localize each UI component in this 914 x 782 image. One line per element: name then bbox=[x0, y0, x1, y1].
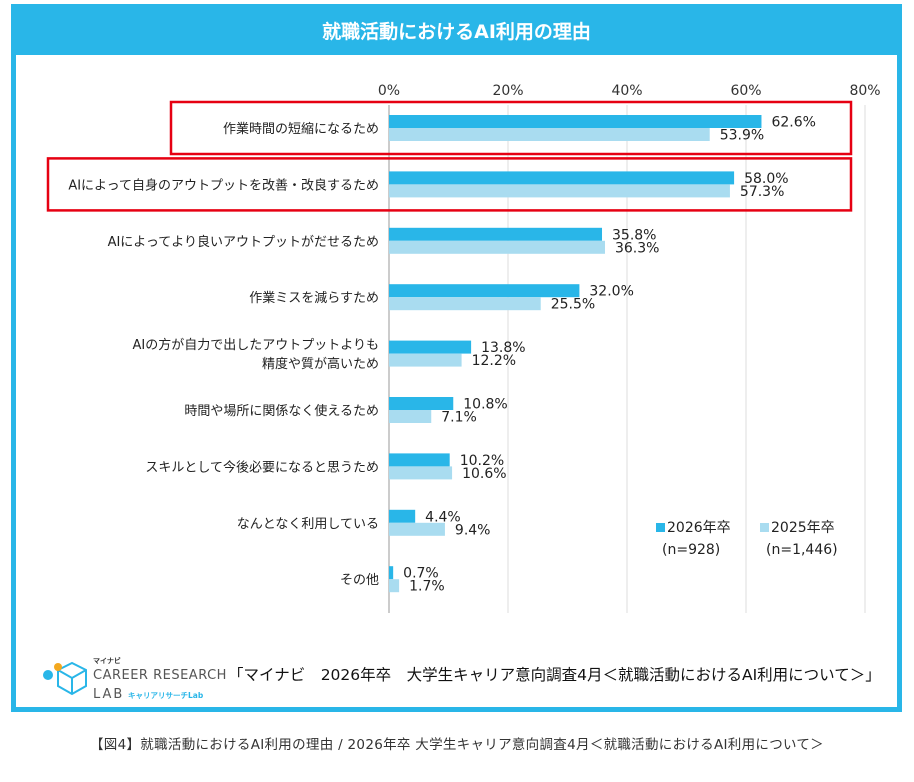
category-label: その他 bbox=[340, 573, 379, 588]
bar bbox=[389, 184, 730, 198]
data-label: 58.0% bbox=[744, 171, 788, 187]
x-tick-label: 60% bbox=[730, 83, 761, 99]
bar bbox=[389, 240, 605, 254]
legend-label: 2025年卒 bbox=[771, 520, 835, 536]
bar bbox=[389, 297, 541, 311]
category-label: スキルとして今後必要になると思うため bbox=[145, 459, 379, 475]
bar bbox=[389, 579, 400, 593]
data-label: 25.5% bbox=[551, 297, 595, 313]
bar-chart: 0% 20% 40% 60% 80% 作業時間の短縮になるため 62.6% 53.9% AIによ… bbox=[46, 83, 881, 613]
data-label: 10.2% bbox=[460, 453, 504, 469]
figure-caption: 【図4】就職活動におけるAI利用の理由 / 2026年卒 大学生キャリア意向調査… bbox=[90, 737, 824, 753]
legend-swatch bbox=[656, 523, 665, 532]
bar bbox=[389, 227, 603, 241]
legend-swatch bbox=[760, 523, 769, 532]
category-label: 時間や場所に関係なく使えるため bbox=[184, 403, 379, 419]
data-label: 1.7% bbox=[409, 579, 445, 595]
data-label: 4.4% bbox=[425, 509, 461, 525]
data-label: 10.8% bbox=[463, 397, 507, 413]
x-tick-label: 0% bbox=[378, 83, 400, 99]
chart-frame: 就職活動におけるAI利用の理由 0% 20% 40% 60% 80% 作業時間の短縮になる… bbox=[11, 4, 902, 712]
legend-sample: (n=1,446) bbox=[766, 542, 838, 558]
category-label: 精度や質が高いため bbox=[262, 356, 379, 372]
bar bbox=[389, 128, 710, 141]
data-label: 7.1% bbox=[441, 410, 477, 426]
legend-label: 2026年卒 bbox=[667, 520, 731, 536]
data-label: 10.6% bbox=[462, 466, 506, 482]
x-tick-label: 20% bbox=[492, 83, 523, 99]
category-label: AIによってより良いアウトプットがだせるため bbox=[108, 234, 379, 250]
bar bbox=[389, 353, 462, 367]
bar bbox=[389, 284, 580, 298]
category-label: なんとなく利用している bbox=[237, 517, 379, 532]
bar bbox=[389, 410, 432, 423]
bar bbox=[389, 115, 762, 128]
data-label: 53.9% bbox=[720, 128, 764, 144]
logo-brand-small: マイナビ bbox=[93, 656, 121, 665]
data-label: 32.0% bbox=[589, 284, 633, 300]
data-label: 57.3% bbox=[740, 184, 784, 200]
logo-line2: LAB bbox=[93, 687, 124, 702]
logo: マイナビ CAREER RESEARCH LAB キャリアリサーチLab bbox=[43, 656, 226, 702]
source-note: 「マイナビ 2026年卒 大学生キャリア意向調査4月＜就職活動におけるAI利用に… bbox=[228, 666, 881, 684]
highlight-box bbox=[46, 157, 853, 212]
chart-title: 就職活動におけるAI利用の理由 bbox=[16, 9, 897, 55]
bar bbox=[389, 397, 454, 410]
logo-line1: CAREER RESEARCH bbox=[93, 668, 226, 683]
category-label: 作業時間の短縮になるため bbox=[223, 121, 379, 137]
highlight-box bbox=[169, 100, 853, 156]
data-label: 62.6% bbox=[771, 115, 815, 131]
bar bbox=[389, 453, 450, 467]
data-label: 13.8% bbox=[481, 340, 525, 356]
bar bbox=[389, 522, 445, 536]
data-label: 9.4% bbox=[455, 522, 491, 538]
bar bbox=[389, 340, 472, 354]
category-label: AIによって自身のアウトプットを改善・改良するため bbox=[68, 177, 379, 193]
data-label: 0.7% bbox=[403, 566, 439, 582]
category-label: AIの方が自力で出したアウトプットよりも bbox=[133, 337, 379, 353]
x-tick-label: 40% bbox=[611, 83, 642, 99]
bar bbox=[389, 509, 416, 523]
bar bbox=[389, 466, 453, 480]
category-label: 作業ミスを減らすため bbox=[249, 290, 379, 306]
data-label: 12.2% bbox=[472, 353, 516, 369]
bar bbox=[389, 566, 394, 580]
data-label: 36.3% bbox=[615, 240, 659, 256]
logo-line2-sub: キャリアリサーチLab bbox=[128, 691, 204, 700]
data-label: 35.8% bbox=[612, 227, 656, 243]
legend-sample: (n=928) bbox=[662, 542, 720, 558]
x-tick-label: 80% bbox=[849, 83, 880, 99]
bar bbox=[389, 171, 735, 185]
cube-logo-icon bbox=[43, 661, 87, 696]
